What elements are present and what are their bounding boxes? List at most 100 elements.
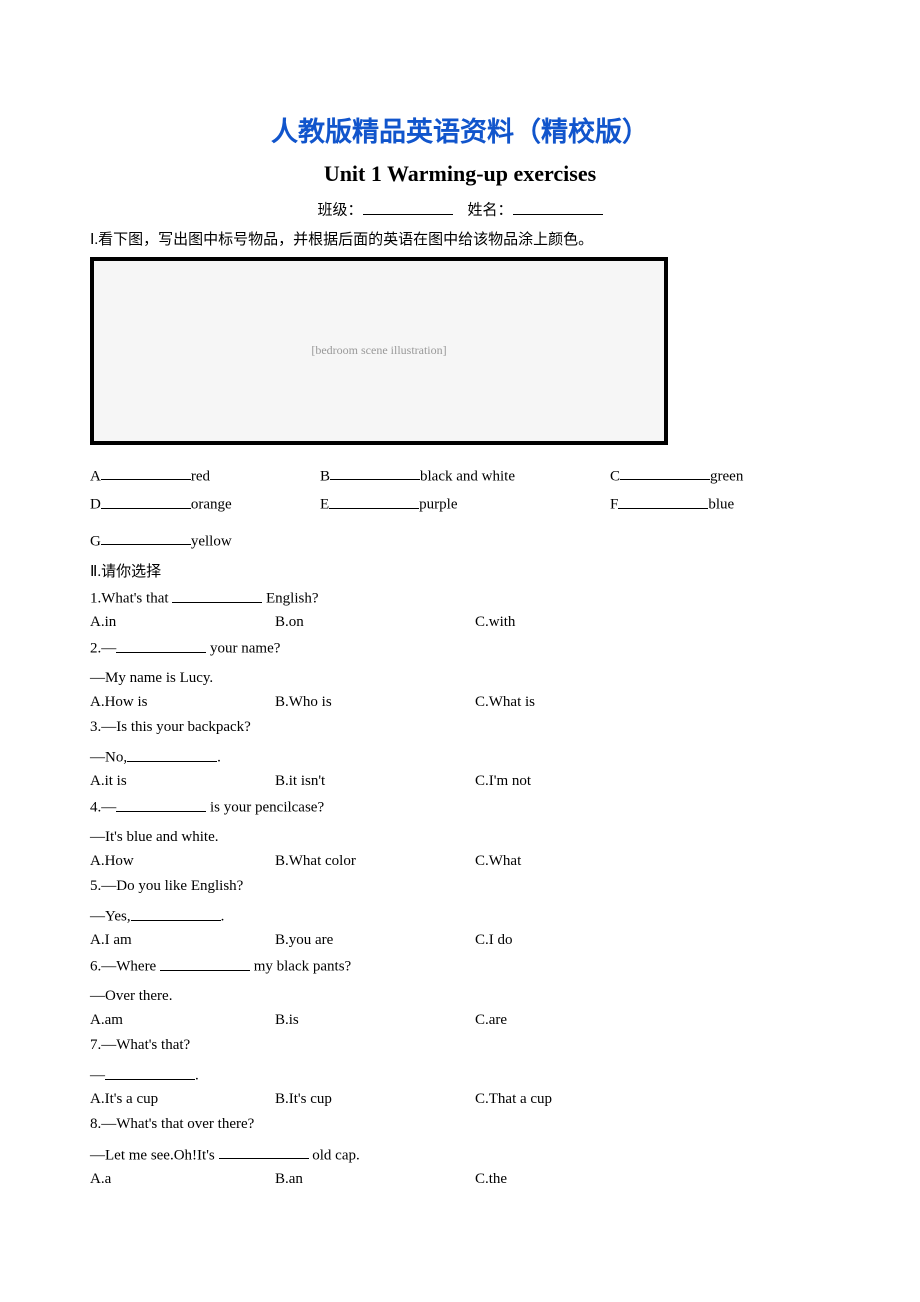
q3-stem: 3.—Is this your backpack? — [90, 715, 830, 741]
item-blank[interactable] — [101, 491, 191, 509]
item-color: red — [191, 468, 210, 484]
q1-options: A.in B.on C.with — [90, 614, 830, 631]
item-letter: B — [320, 468, 330, 484]
class-blank[interactable] — [363, 197, 453, 215]
item-blank[interactable] — [101, 463, 191, 481]
q-text: old cap. — [309, 1147, 360, 1163]
q-text: . — [195, 1068, 199, 1084]
option-b[interactable]: B.What color — [275, 853, 475, 870]
color-items-grid: Ared Bblack and white Cgreen Dorange Epu… — [90, 463, 830, 514]
q6-options: A.am B.is C.are — [90, 1012, 830, 1029]
unit-heading: Unit 1 Warming-up exercises — [90, 161, 830, 187]
q5-followup: —Yes,. — [90, 903, 830, 930]
item-blank[interactable] — [330, 463, 420, 481]
q-blank[interactable] — [116, 794, 206, 812]
q-text: English? — [262, 591, 318, 607]
q8-followup: —Let me see.Oh!It's old cap. — [90, 1142, 830, 1169]
item-color: orange — [191, 497, 232, 513]
q4-options: A.How B.What color C.What — [90, 853, 830, 870]
item-letter: C — [610, 468, 620, 484]
q7-options: A.It's a cup B.It's cup C.That a cup — [90, 1091, 830, 1108]
item-letter: A — [90, 468, 101, 484]
option-b[interactable]: B.an — [275, 1171, 475, 1188]
name-blank[interactable] — [513, 197, 603, 215]
q2-followup: —My name is Lucy. — [90, 666, 830, 692]
image-alt-text: [bedroom scene illustration] — [311, 343, 446, 358]
class-name-line: 班级： 姓名： — [90, 197, 830, 220]
q2-stem: 2.— your name? — [90, 635, 830, 662]
q-text: your name? — [206, 641, 280, 657]
section2-title: Ⅱ.请你选择 — [90, 560, 830, 581]
option-b[interactable]: B.it isn't — [275, 773, 475, 790]
q-text: my black pants? — [250, 959, 351, 975]
q-blank[interactable] — [127, 744, 217, 762]
q-blank[interactable] — [105, 1062, 195, 1080]
q6-followup: —Over there. — [90, 984, 830, 1010]
option-a[interactable]: A.How is — [90, 694, 275, 711]
option-a[interactable]: A.it is — [90, 773, 275, 790]
item-a: Ared — [90, 463, 310, 486]
option-b[interactable]: B.you are — [275, 932, 475, 949]
q6-stem: 6.—Where my black pants? — [90, 953, 830, 980]
q-blank[interactable] — [219, 1142, 309, 1160]
option-c[interactable]: C.I'm not — [475, 773, 675, 790]
name-label: 姓名： — [468, 203, 513, 219]
q-text: — — [90, 1068, 105, 1084]
q3-options: A.it is B.it isn't C.I'm not — [90, 773, 830, 790]
item-blank[interactable] — [618, 491, 708, 509]
q-blank[interactable] — [172, 585, 262, 603]
q-text: . — [217, 750, 221, 766]
q-text: is your pencilcase? — [206, 800, 324, 816]
item-color: purple — [419, 497, 457, 513]
option-c[interactable]: C.the — [475, 1171, 675, 1188]
q8-options: A.a B.an C.the — [90, 1171, 830, 1188]
option-c[interactable]: C.What — [475, 853, 675, 870]
q-text: 1.What's that — [90, 591, 172, 607]
option-c[interactable]: C.are — [475, 1012, 675, 1029]
option-b[interactable]: B.Who is — [275, 694, 475, 711]
option-c[interactable]: C.What is — [475, 694, 675, 711]
q-text: 6.—Where — [90, 959, 160, 975]
item-color: black and white — [420, 468, 515, 484]
option-a[interactable]: A.It's a cup — [90, 1091, 275, 1108]
q3-followup: —No,. — [90, 744, 830, 771]
option-b[interactable]: B.is — [275, 1012, 475, 1029]
option-a[interactable]: A.in — [90, 614, 275, 631]
option-b[interactable]: B.on — [275, 614, 475, 631]
option-a[interactable]: A.am — [90, 1012, 275, 1029]
q2-options: A.How is B.Who is C.What is — [90, 694, 830, 711]
q4-stem: 4.— is your pencilcase? — [90, 794, 830, 821]
q1-stem: 1.What's that English? — [90, 585, 830, 612]
option-a[interactable]: A.a — [90, 1171, 275, 1188]
item-blank[interactable] — [620, 463, 710, 481]
item-color: yellow — [191, 533, 232, 549]
item-d: Dorange — [90, 491, 310, 514]
q-blank[interactable] — [160, 953, 250, 971]
main-heading: 人教版精品英语资料（精校版） — [90, 110, 830, 149]
q-blank[interactable] — [116, 635, 206, 653]
option-c[interactable]: C.with — [475, 614, 675, 631]
item-blank[interactable] — [101, 528, 191, 546]
bedroom-image: [bedroom scene illustration] — [90, 257, 668, 445]
item-blank[interactable] — [329, 491, 419, 509]
worksheet-page: 人教版精品英语资料（精校版） Unit 1 Warming-up exercis… — [0, 0, 920, 1252]
item-color: green — [710, 468, 743, 484]
q7-stem: 7.—What's that? — [90, 1033, 830, 1059]
q-text: —Let me see.Oh!It's — [90, 1147, 219, 1163]
q-text: —No, — [90, 750, 127, 766]
q-text: 4.— — [90, 800, 116, 816]
q-blank[interactable] — [131, 903, 221, 921]
option-c[interactable]: C.I do — [475, 932, 675, 949]
q8-stem: 8.—What's that over there? — [90, 1112, 830, 1138]
q5-stem: 5.—Do you like English? — [90, 874, 830, 900]
item-letter: D — [90, 497, 101, 513]
q4-followup: —It's blue and white. — [90, 825, 830, 851]
q7-followup: —. — [90, 1062, 830, 1089]
option-a[interactable]: A.I am — [90, 932, 275, 949]
item-color: blue — [708, 497, 734, 513]
option-c[interactable]: C.That a cup — [475, 1091, 675, 1108]
option-b[interactable]: B.It's cup — [275, 1091, 475, 1108]
q-text: . — [221, 909, 225, 925]
option-a[interactable]: A.How — [90, 853, 275, 870]
item-g: Gyellow — [90, 528, 830, 551]
